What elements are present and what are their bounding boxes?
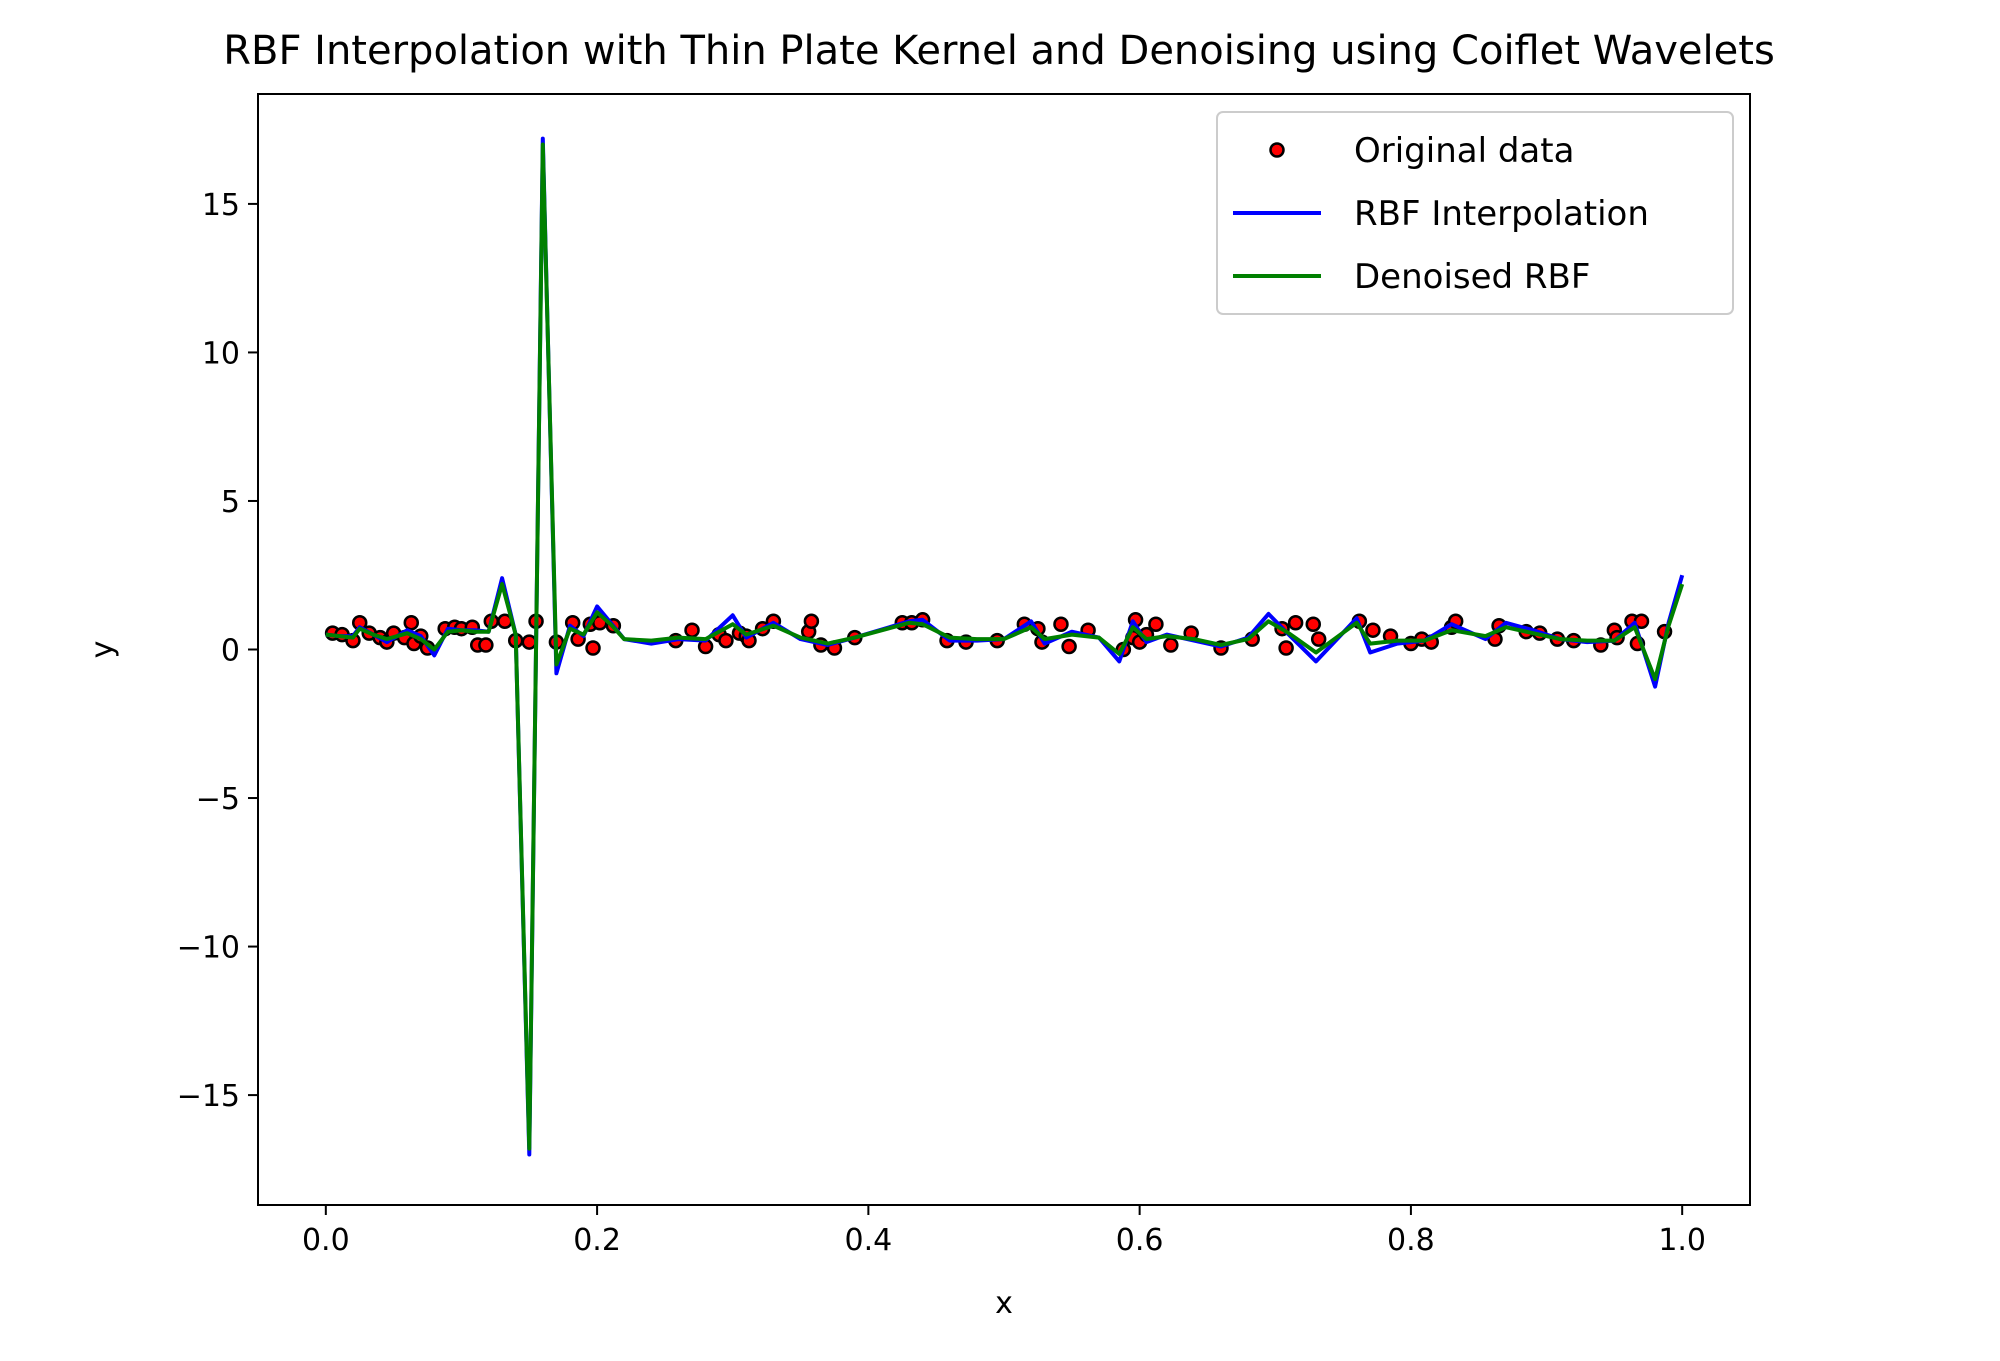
legend-label: Original data (1354, 131, 1574, 171)
legend-marker-original (1269, 142, 1285, 158)
data-point (1163, 637, 1179, 653)
data-point (403, 615, 420, 631)
data-point (521, 634, 538, 650)
legend-label: RBF Interpolation (1354, 194, 1649, 234)
y-axis-label: y (85, 641, 120, 659)
data-point (1287, 615, 1304, 631)
y-tick-label: −5 (196, 782, 240, 817)
y-tick-label: 5 (221, 485, 240, 520)
x-tick-label: 0.6 (1116, 1223, 1164, 1258)
legend: Original data RBF Interpolation Denoised R… (1216, 111, 1734, 315)
y-axis: −15 −10 −5 0 5 10 15 (177, 188, 258, 1114)
denoised-rbf-line (325, 142, 1685, 1151)
legend-box (1216, 111, 1734, 315)
data-point (585, 640, 601, 656)
x-axis-label: x (995, 1286, 1013, 1321)
data-point (684, 622, 700, 638)
y-tick-label: −15 (177, 1079, 240, 1114)
data-point (1305, 616, 1322, 632)
x-axis: 0.0 0.2 0.4 0.6 0.8 1.0 (302, 1205, 1706, 1258)
y-tick-label: 15 (202, 188, 240, 223)
x-tick-label: 0.0 (302, 1223, 350, 1258)
data-point (1148, 616, 1164, 632)
legend-label: Denoised RBF (1354, 257, 1590, 297)
data-point (1278, 640, 1294, 656)
data-point (1310, 631, 1327, 647)
chart-title: RBF Interpolation with Thin Plate Kernel… (223, 28, 1775, 74)
y-tick-label: −10 (177, 931, 240, 966)
plot-area (324, 136, 1685, 1157)
data-point (803, 613, 820, 630)
y-tick-label: 10 (202, 336, 240, 371)
x-tick-label: 0.8 (1387, 1223, 1435, 1258)
x-tick-label: 0.2 (573, 1223, 621, 1258)
y-tick-label: 0 (221, 634, 240, 669)
x-tick-label: 0.4 (845, 1223, 893, 1258)
data-point (1365, 622, 1381, 638)
x-tick-label: 1.0 (1658, 1223, 1706, 1258)
data-point (1053, 616, 1069, 632)
data-point (718, 632, 734, 649)
data-point (478, 637, 494, 653)
data-point (1061, 638, 1077, 655)
